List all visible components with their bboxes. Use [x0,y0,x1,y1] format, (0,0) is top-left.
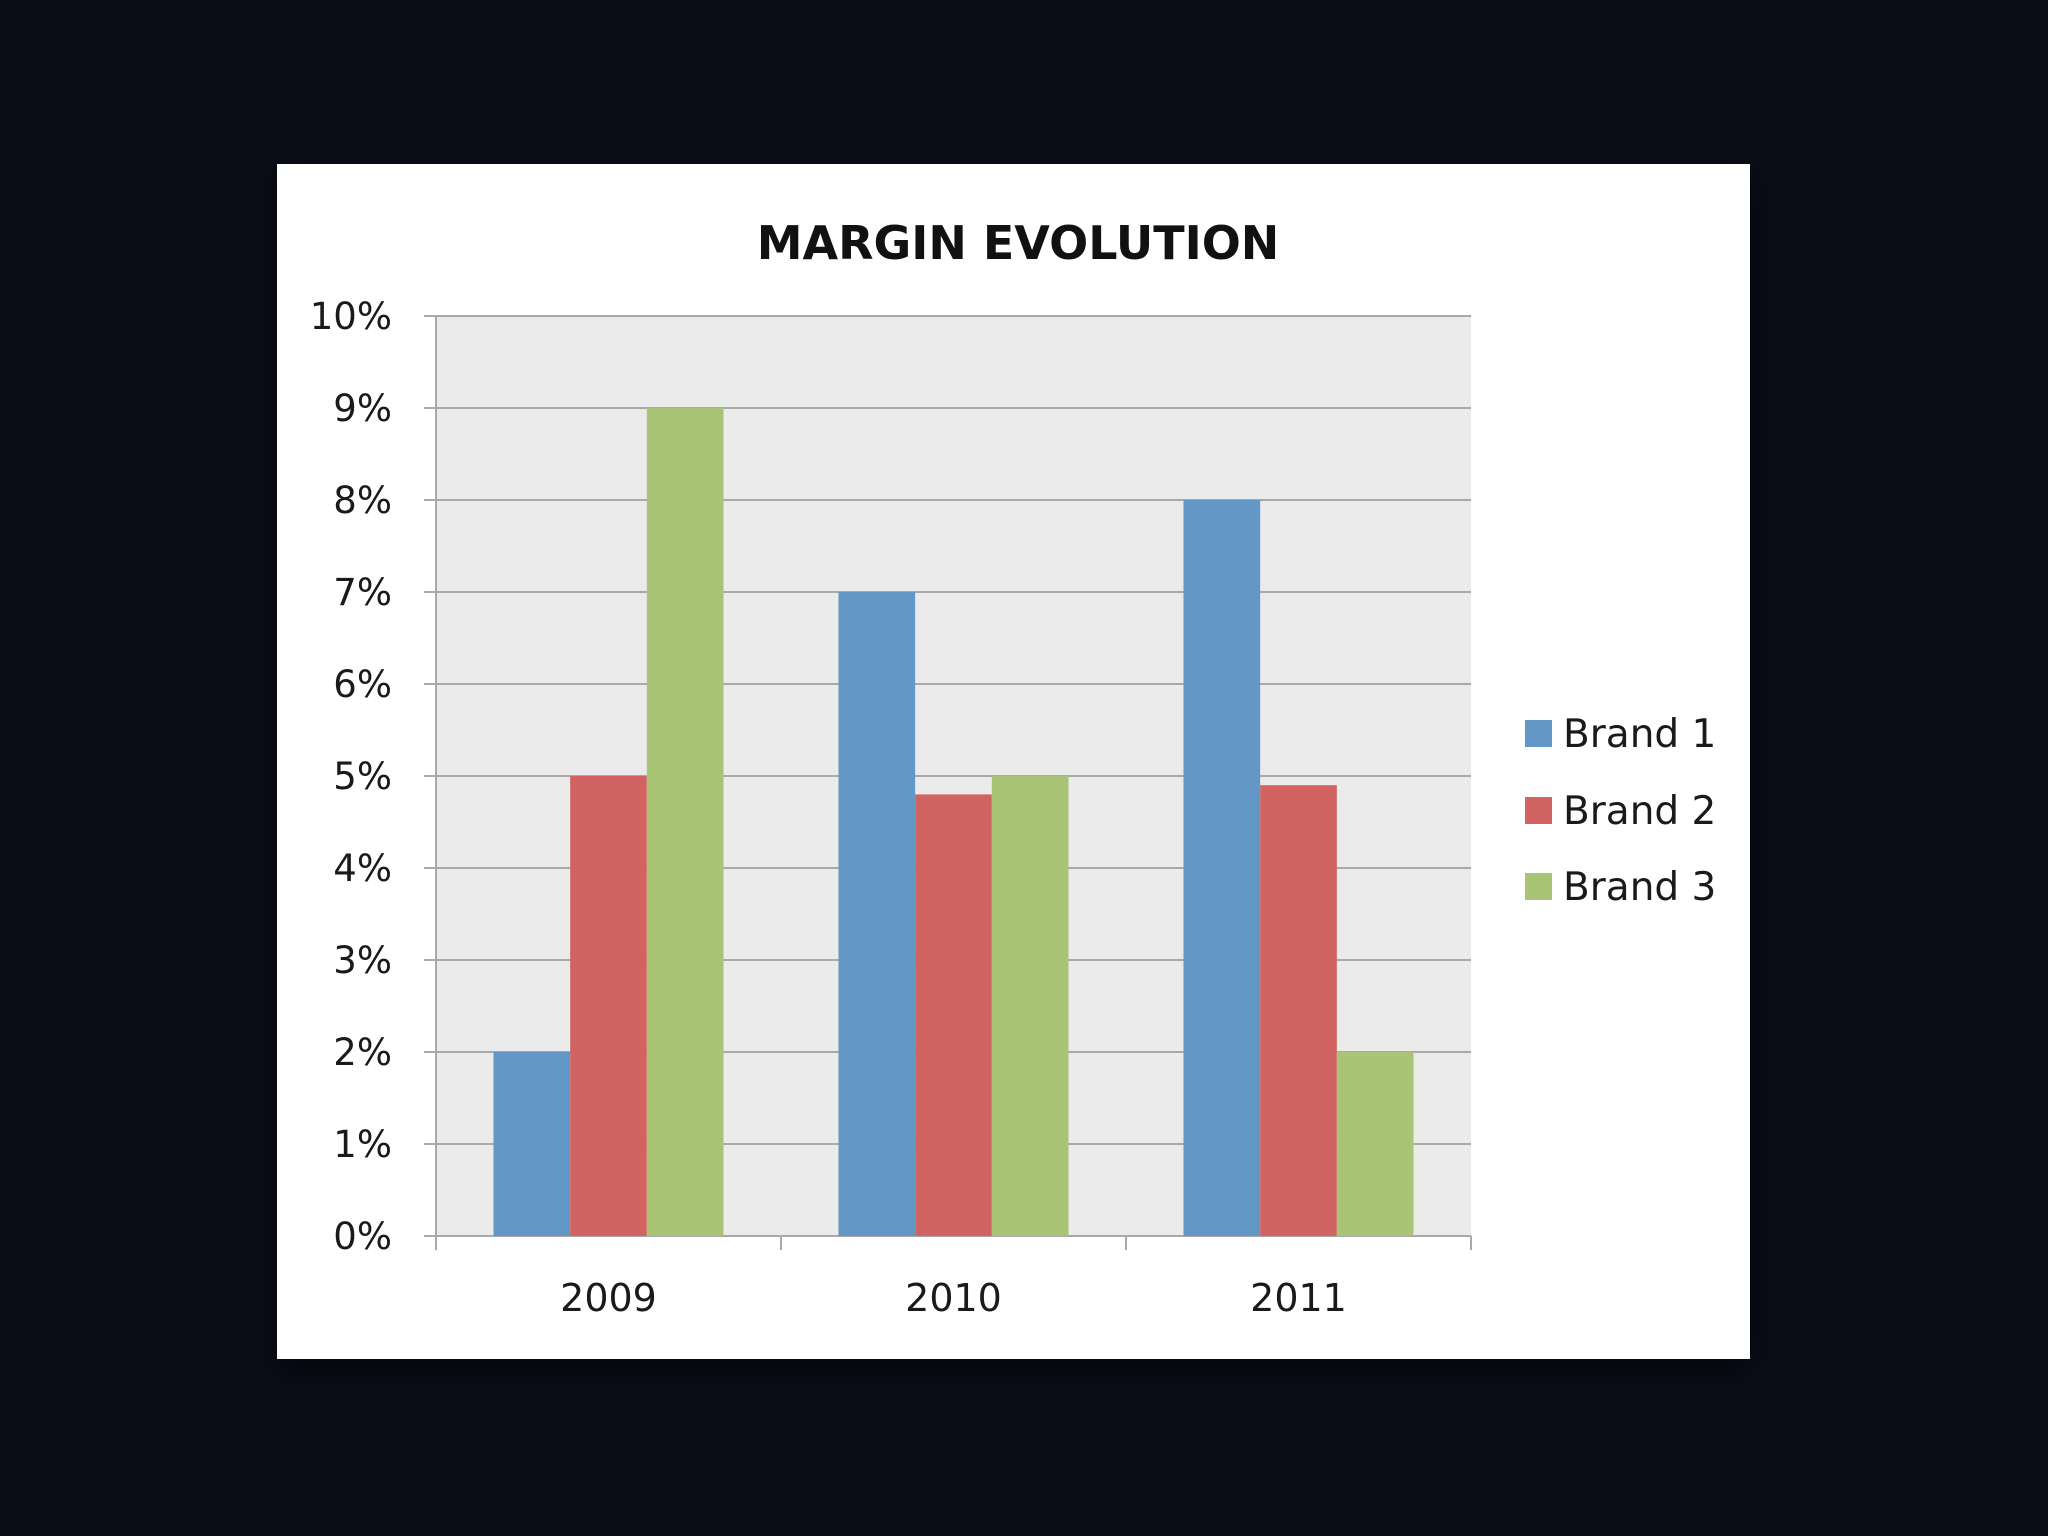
y-tick-label: 6% [333,663,392,706]
y-axis: 0% 1% 2% 3% 4% 5% 6% 7% 8% 9% 10% [310,295,437,1258]
legend-swatch [1525,720,1552,747]
legend-label: Brand 1 [1563,712,1716,757]
y-tick-label: 7% [333,571,392,614]
bar-brand-1-2011 [1183,500,1261,1236]
x-tick-label: 2010 [905,1276,1002,1320]
chart-title: MARGIN EVOLUTION [757,216,1280,270]
bar-brand-3-2010 [991,776,1069,1236]
bar-brand-2-2010 [915,794,992,1236]
bars [493,408,1414,1236]
legend-swatch [1525,873,1552,900]
bar-brand-3-2011 [1336,1052,1414,1236]
y-tick-label: 9% [333,387,392,430]
x-tick-label: 2011 [1250,1276,1347,1320]
y-tick-label: 5% [333,755,392,798]
bar-brand-2-2011 [1260,785,1337,1236]
legend: Brand 1 Brand 2 Brand 3 [1525,712,1716,910]
bar-brand-3-2009 [646,408,724,1236]
y-tick-label: 2% [333,1031,392,1074]
legend-label: Brand 2 [1563,789,1716,834]
y-tick-label: 1% [333,1123,392,1166]
y-tick-label: 0% [333,1215,392,1258]
y-tick-label: 10% [310,295,392,338]
legend-label: Brand 3 [1563,865,1716,910]
y-tick-label: 8% [333,479,392,522]
y-tick-label: 3% [333,939,392,982]
x-tick-label: 2009 [560,1276,657,1320]
bar-brand-1-2009 [493,1052,571,1236]
y-tick-label: 4% [333,847,392,890]
bar-brand-2-2009 [570,776,647,1236]
legend-swatch [1525,797,1552,824]
bar-brand-1-2010 [838,592,916,1236]
x-axis: 2009 2010 2011 [435,1235,1472,1320]
